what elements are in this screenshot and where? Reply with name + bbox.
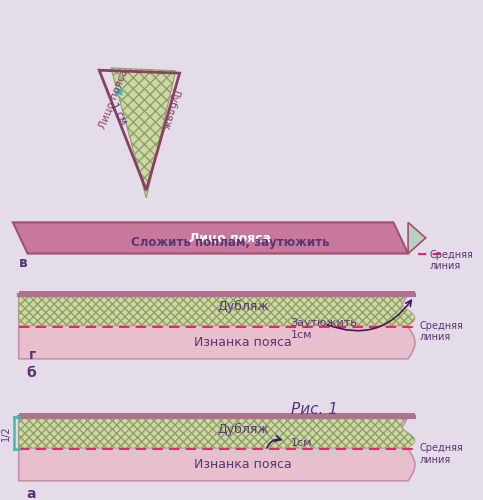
Text: Средняя
линия: Средняя линия	[420, 321, 464, 342]
Text: б: б	[27, 366, 36, 380]
Text: Дубляж: Дубляж	[217, 300, 269, 313]
Polygon shape	[19, 294, 415, 359]
Text: Изнанка пояса: Изнанка пояса	[194, 458, 292, 471]
Text: 1см: 1см	[290, 438, 312, 448]
Text: Лицо пояса: Лицо пояса	[189, 232, 271, 244]
Text: Изнанка пояса: Изнанка пояса	[194, 336, 292, 349]
Text: Средняя
линия: Средняя линия	[420, 443, 464, 465]
Text: Рис. 1: Рис. 1	[291, 402, 339, 417]
Text: 1 см: 1 см	[109, 102, 129, 127]
Polygon shape	[13, 222, 408, 254]
Text: Дубляж: Дубляж	[217, 423, 269, 436]
Text: а: а	[27, 488, 36, 500]
Text: Сложить поплам, заутюжить: Сложить поплам, заутюжить	[131, 236, 329, 249]
Text: Заутюжить
1см: Заутюжить 1см	[290, 318, 357, 340]
Polygon shape	[408, 222, 426, 254]
Polygon shape	[19, 294, 415, 326]
Text: в: в	[19, 256, 28, 270]
Text: Средняя
линия: Средняя линия	[430, 250, 473, 272]
Text: Дубляж: Дубляж	[160, 88, 182, 132]
Polygon shape	[19, 290, 415, 294]
Polygon shape	[19, 414, 415, 418]
Polygon shape	[111, 68, 176, 198]
Polygon shape	[19, 418, 415, 448]
Polygon shape	[19, 418, 415, 481]
Text: 1/2: 1/2	[1, 426, 11, 441]
Text: Лицо пояса: Лицо пояса	[97, 68, 129, 130]
Text: г: г	[28, 348, 36, 362]
